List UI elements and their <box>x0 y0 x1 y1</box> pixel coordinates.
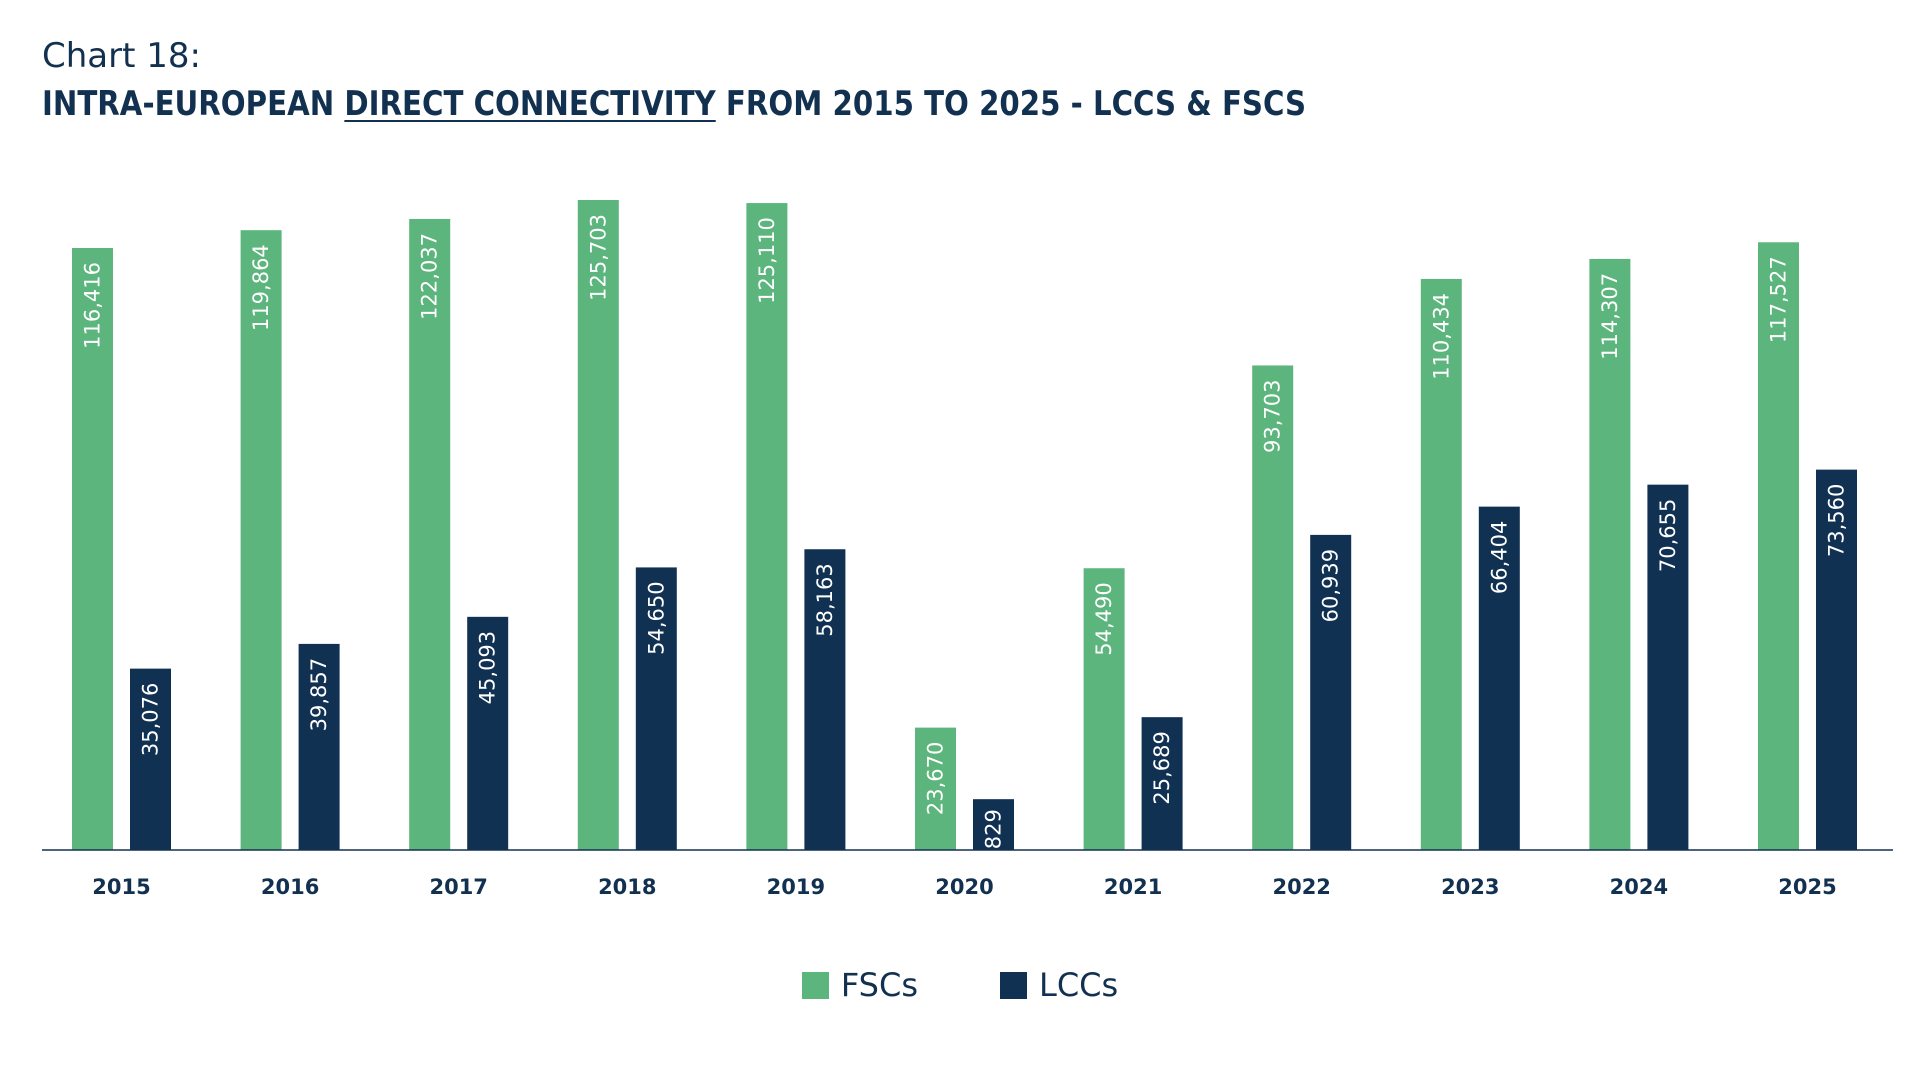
data-label-fscs-2024: 114,307 <box>1598 273 1622 360</box>
bar-fscs-2022 <box>1252 365 1294 850</box>
bar-fscs-2024 <box>1589 258 1631 850</box>
x-tick-label-2016: 2016 <box>261 875 319 899</box>
bar-lccs-2024 <box>1647 484 1689 850</box>
legend-swatch-lccs <box>999 971 1027 999</box>
data-label-lccs-2022: 60,939 <box>1319 549 1343 622</box>
x-tick-label-2019: 2019 <box>767 875 825 899</box>
x-tick-label-2021: 2021 <box>1104 875 1162 899</box>
chart-legend: FSCs LCCs <box>0 966 1920 1004</box>
data-label-lccs-2024: 70,655 <box>1656 499 1680 572</box>
data-label-fscs-2020: 23,670 <box>924 742 948 815</box>
data-label-fscs-2018: 125,703 <box>586 214 610 301</box>
data-label-lccs-2018: 54,650 <box>644 581 668 654</box>
bar-lccs-2021 <box>1141 717 1183 850</box>
data-label-lccs-2025: 73,560 <box>1825 484 1849 557</box>
bar-lccs-2016 <box>298 643 340 850</box>
data-label-fscs-2019: 125,110 <box>755 217 779 304</box>
legend-swatch-fscs <box>801 971 829 999</box>
data-label-lccs-2016: 39,857 <box>307 658 331 731</box>
x-tick-label-2018: 2018 <box>598 875 656 899</box>
bar-lccs-2025 <box>1816 469 1857 850</box>
bar-lccs-2019 <box>804 549 846 850</box>
bar-lccs-2018 <box>635 567 677 850</box>
data-label-fscs-2017: 122,037 <box>418 233 442 320</box>
data-label-lccs-2015: 35,076 <box>139 683 163 756</box>
bar-fscs-2015 <box>72 248 113 850</box>
legend-label-fscs: FSCs <box>840 966 918 1004</box>
bar-fscs-2020 <box>915 727 956 850</box>
legend-label-lccs: LCCs <box>1038 966 1119 1004</box>
data-label-lccs-2020: 9,829 <box>982 809 1006 869</box>
data-label-fscs-2016: 119,864 <box>249 244 273 331</box>
bar-fscs-2023 <box>1420 278 1462 850</box>
bar-lccs-2020 <box>973 799 1014 850</box>
chart-title: INTRA-EUROPEAN DIRECT CONNECTIVITY FROM … <box>42 84 1306 124</box>
bar-fscs-2018 <box>577 200 619 850</box>
data-label-lccs-2023: 66,404 <box>1487 521 1511 594</box>
legend-item-fscs: FSCs <box>801 966 918 1004</box>
x-tick-label-2022: 2022 <box>1272 875 1330 899</box>
x-tick-label-2025: 2025 <box>1778 875 1836 899</box>
bar-fscs-2025 <box>1758 242 1799 850</box>
x-tick-label-2020: 2020 <box>935 875 993 899</box>
data-label-lccs-2017: 45,093 <box>476 631 500 704</box>
data-label-lccs-2019: 58,163 <box>813 563 837 636</box>
bar-lccs-2017 <box>467 616 509 850</box>
data-label-fscs-2022: 93,703 <box>1261 379 1285 452</box>
x-tick-label-2024: 2024 <box>1610 875 1668 899</box>
x-tick-label-2015: 2015 <box>92 875 150 899</box>
chart-title-part1: INTRA-EUROPEAN <box>42 84 345 124</box>
chart-subtitle: Chart 18: <box>42 36 201 76</box>
x-tick-label-2017: 2017 <box>429 875 487 899</box>
bar-lccs-2015 <box>130 668 171 850</box>
bar-lccs-2023 <box>1478 506 1520 850</box>
legend-item-lccs: LCCs <box>999 966 1119 1004</box>
bar-fscs-2017 <box>409 218 451 850</box>
bar-chart: 116,416 35,076 2015 119,864 39,857 2016 122,03… <box>42 200 1893 899</box>
data-label-fscs-2021: 54,490 <box>1092 582 1116 655</box>
chart-title-underlined: DIRECT CONNECTIVITY <box>344 84 716 124</box>
data-label-fscs-2015: 116,416 <box>81 262 105 349</box>
bar-fscs-2021 <box>1083 568 1125 850</box>
bar-fscs-2019 <box>746 203 788 851</box>
data-label-fscs-2023: 110,434 <box>1429 293 1453 380</box>
bar-fscs-2016 <box>240 230 282 850</box>
data-label-lccs-2021: 25,689 <box>1150 731 1174 804</box>
x-tick-label-2023: 2023 <box>1441 875 1499 899</box>
chart-title-part2: FROM 2015 TO 2025 - LCCS & FSCS <box>715 84 1307 124</box>
bar-lccs-2022 <box>1310 534 1352 850</box>
data-label-fscs-2025: 117,527 <box>1767 256 1791 343</box>
